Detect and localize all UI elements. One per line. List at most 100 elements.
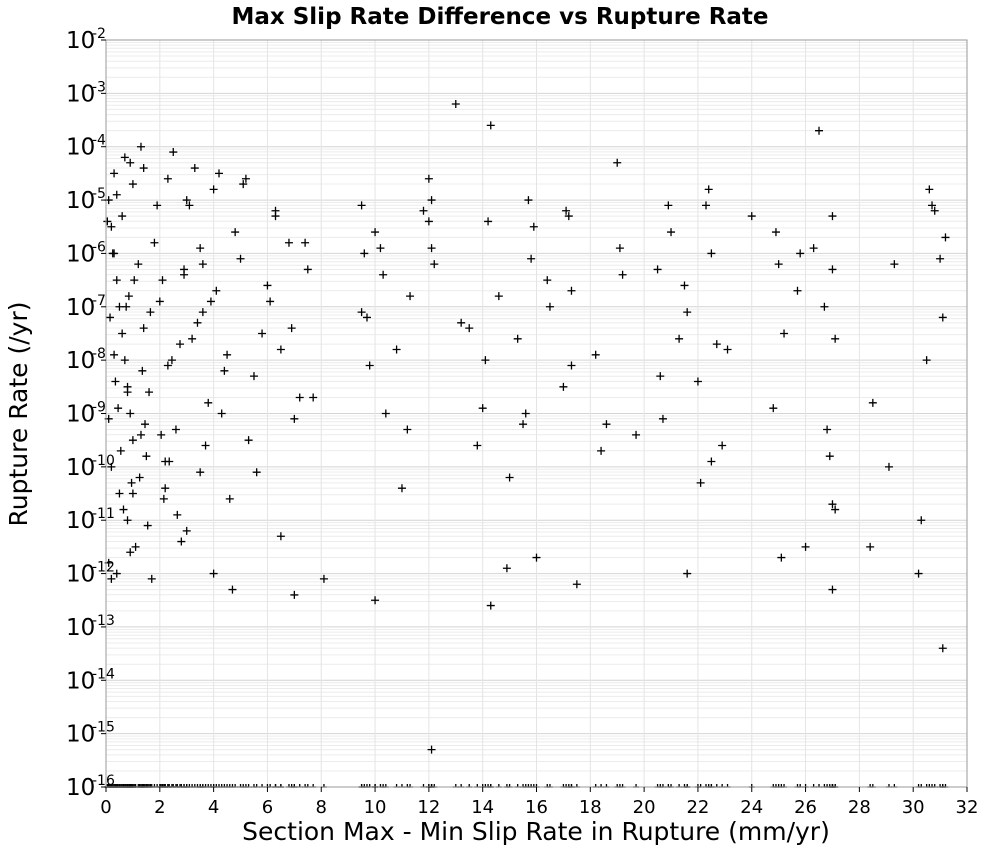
data-point — [484, 217, 493, 226]
y-tick-exponent: -9 — [92, 400, 106, 416]
data-point — [675, 334, 684, 343]
data-point — [702, 201, 711, 210]
data-point — [161, 457, 170, 466]
data-point — [209, 185, 218, 194]
x-tick-label: 16 — [525, 797, 548, 818]
y-tick-label: 10 — [66, 668, 95, 694]
x-tick-label: 14 — [471, 797, 494, 818]
y-tick-label: 10 — [66, 295, 95, 321]
data-point — [309, 393, 318, 402]
y-tick-exponent: -16 — [92, 773, 115, 789]
data-point — [357, 308, 366, 317]
data-point — [167, 356, 176, 365]
data-point — [419, 206, 428, 215]
data-point — [139, 164, 148, 173]
data-point — [521, 409, 530, 418]
data-point — [161, 484, 170, 493]
data-point — [118, 212, 127, 221]
data-point — [376, 244, 385, 253]
data-point — [712, 340, 721, 349]
data-point — [290, 414, 299, 423]
data-point — [220, 366, 229, 375]
data-point — [831, 505, 840, 514]
data-point — [276, 345, 285, 354]
data-point — [171, 425, 180, 434]
y-tick-exponent: -13 — [92, 613, 115, 629]
data-point — [196, 468, 205, 477]
y-tick-label: 10 — [66, 455, 95, 481]
data-point — [486, 601, 495, 610]
data-point — [572, 580, 581, 589]
data-point — [138, 366, 147, 375]
data-point — [196, 244, 205, 253]
data-point — [201, 441, 210, 450]
data-point — [119, 505, 128, 514]
data-point — [284, 238, 293, 247]
data-point — [868, 398, 877, 407]
x-tick-label: 8 — [316, 797, 327, 818]
data-point — [130, 276, 139, 285]
data-point — [287, 324, 296, 333]
y-tick-exponent: -7 — [92, 293, 106, 309]
data-point — [559, 382, 568, 391]
data-point — [427, 745, 436, 754]
y-tick-exponent: -12 — [92, 560, 115, 576]
data-point — [793, 286, 802, 295]
data-point — [182, 526, 191, 535]
data-point — [777, 553, 786, 562]
data-point — [190, 164, 199, 173]
y-tick-label: 10 — [66, 562, 95, 588]
data-point — [769, 404, 778, 413]
data-point — [360, 249, 369, 258]
data-point — [656, 372, 665, 381]
data-point — [143, 521, 152, 530]
data-point — [120, 153, 129, 162]
data-point — [134, 260, 143, 269]
y-tick-exponent: -8 — [92, 346, 106, 362]
data-point — [567, 361, 576, 370]
data-point — [271, 212, 280, 221]
data-point — [430, 260, 439, 269]
data-point — [115, 302, 124, 311]
y-tick-exponent: -2 — [92, 26, 106, 42]
data-point — [209, 569, 218, 578]
data-point — [465, 324, 474, 333]
data-point — [141, 420, 150, 429]
data-point — [502, 564, 511, 573]
data-point — [747, 212, 756, 221]
data-point — [120, 356, 129, 365]
y-tick-label: 10 — [66, 775, 95, 801]
data-point — [424, 174, 433, 183]
data-point — [828, 265, 837, 274]
data-point — [114, 404, 123, 413]
data-point — [127, 478, 136, 487]
data-point — [263, 281, 272, 290]
data-point — [529, 222, 538, 231]
data-point — [505, 473, 514, 482]
data-point — [543, 276, 552, 285]
data-point — [403, 425, 412, 434]
x-tick-label: 0 — [100, 797, 111, 818]
data-point — [252, 468, 261, 477]
data-point — [774, 260, 783, 269]
y-tick-label: 10 — [66, 188, 95, 214]
y-tick-exponent: -11 — [92, 506, 115, 522]
data-point — [704, 185, 713, 194]
y-tick-exponent: -6 — [92, 239, 106, 255]
data-point — [136, 142, 145, 151]
y-tick-exponent: -5 — [92, 186, 106, 202]
data-point — [809, 244, 818, 253]
data-point — [922, 356, 931, 365]
data-point — [379, 270, 388, 279]
data-point — [217, 409, 226, 418]
data-point — [108, 249, 117, 258]
data-point — [545, 302, 554, 311]
y-tick-exponent: -15 — [92, 720, 115, 736]
data-point — [107, 574, 116, 583]
data-point — [212, 286, 221, 295]
y-tick-label: 10 — [66, 241, 95, 267]
data-point — [828, 585, 837, 594]
data-point — [936, 254, 945, 263]
y-tick-exponent: -3 — [92, 79, 106, 95]
